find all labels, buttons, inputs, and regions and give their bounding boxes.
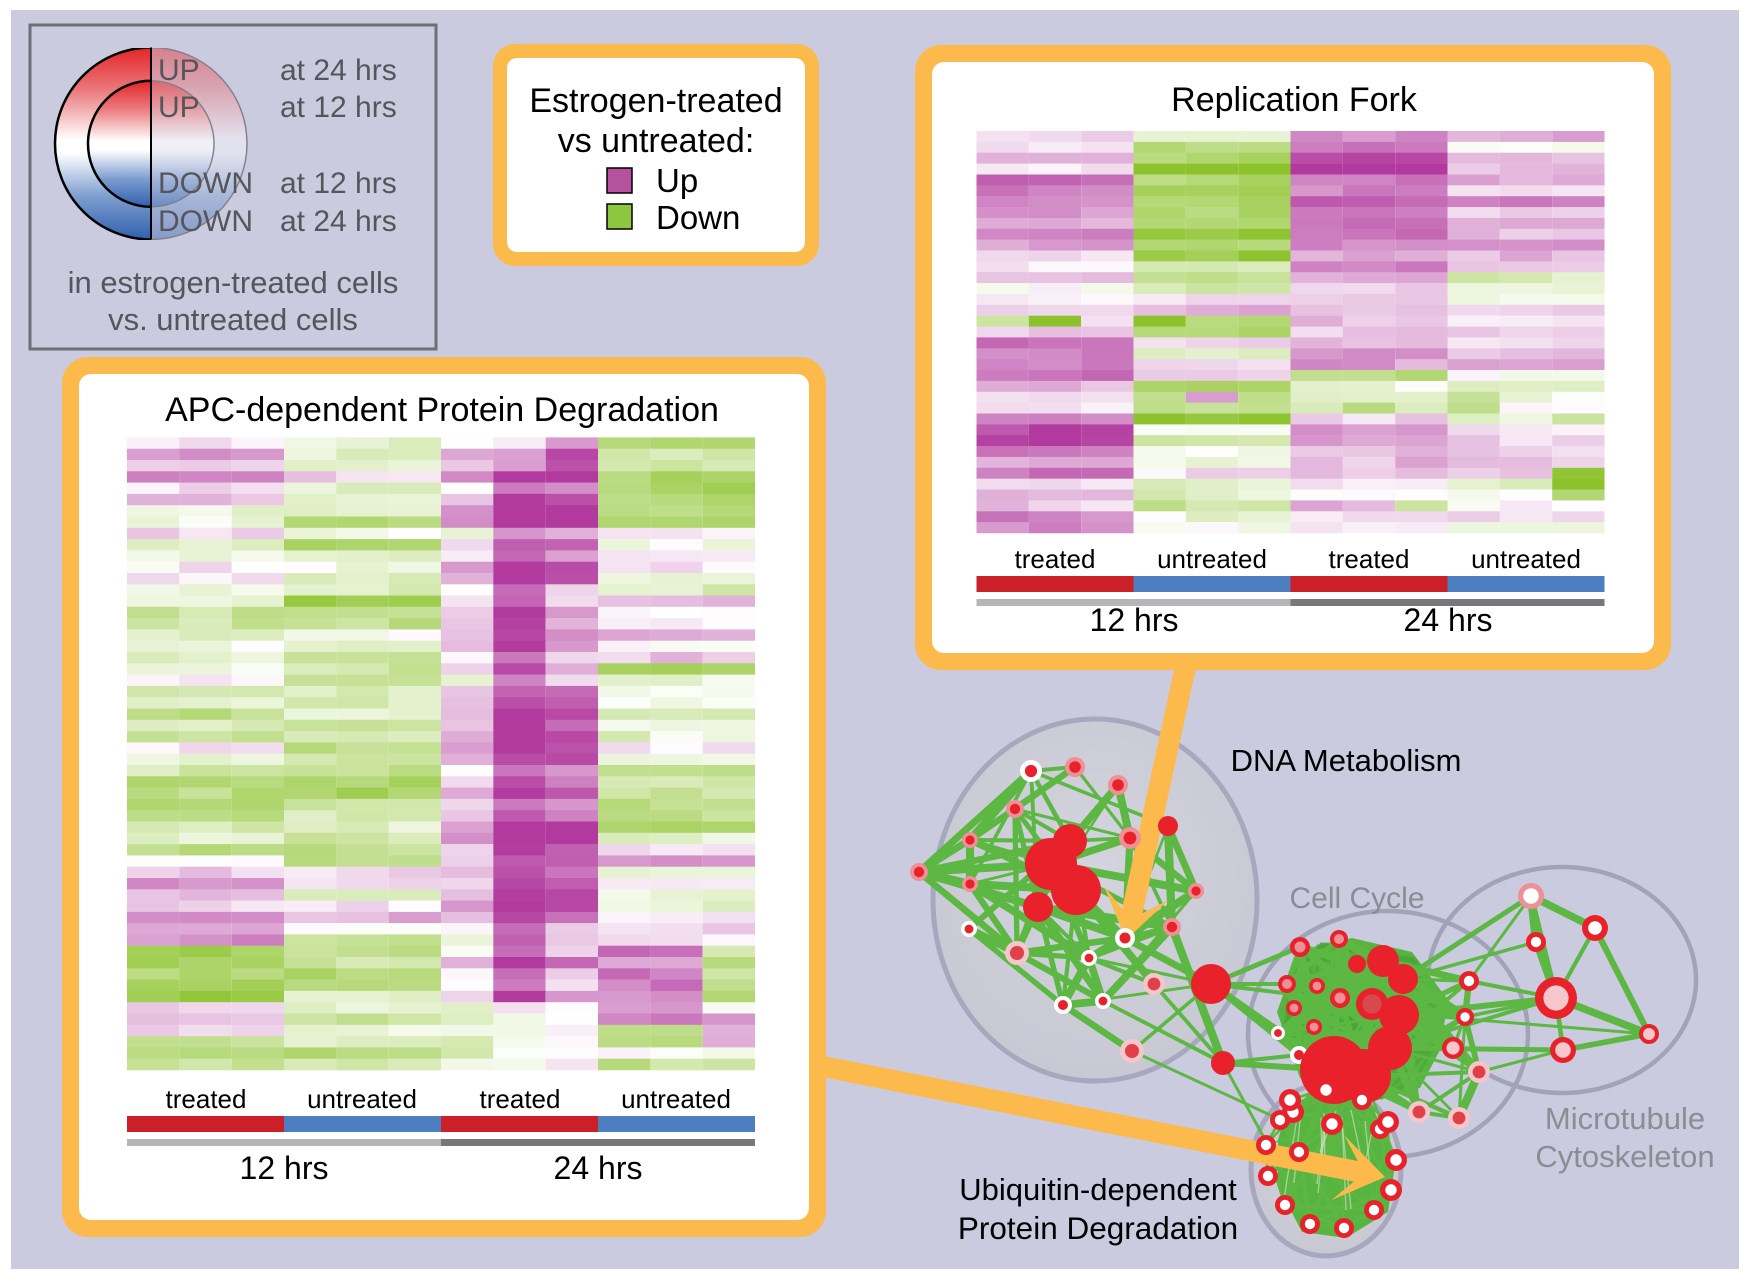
svg-text:Cell Cycle: Cell Cycle [1289,882,1424,915]
svg-text:treated: treated [1015,544,1096,574]
svg-text:DNA Metabolism: DNA Metabolism [1231,743,1462,778]
svg-text:untreated: untreated [1157,544,1267,574]
svg-text:at 24 hrs: at 24 hrs [280,54,397,87]
svg-text:24 hrs: 24 hrs [1404,602,1493,638]
svg-text:Up: Up [656,162,698,199]
svg-text:at 24 hrs: at 24 hrs [280,205,397,238]
svg-text:Cytoskeleton: Cytoskeleton [1535,1139,1714,1174]
svg-text:untreated: untreated [621,1084,731,1114]
svg-text:at 12 hrs: at 12 hrs [280,91,397,124]
svg-text:untreated: untreated [307,1084,417,1114]
svg-text:Microtubule: Microtubule [1545,1101,1705,1136]
svg-text:12 hrs: 12 hrs [1090,602,1179,638]
svg-text:APC-dependent Protein Degradat: APC-dependent Protein Degradation [165,391,719,429]
svg-text:Replication Fork: Replication Fork [1171,81,1418,119]
svg-text:DOWN: DOWN [158,167,253,200]
svg-text:treated: treated [480,1084,561,1114]
svg-text:at 12 hrs: at 12 hrs [280,167,397,200]
svg-text:treated: treated [1329,544,1410,574]
svg-text:24 hrs: 24 hrs [554,1150,643,1186]
svg-text:UP: UP [158,54,200,87]
svg-text:vs untreated:: vs untreated: [558,122,755,160]
svg-text:12 hrs: 12 hrs [240,1150,329,1186]
svg-text:Down: Down [656,199,740,236]
svg-text:Protein Degradation: Protein Degradation [958,1210,1238,1246]
svg-text:treated: treated [166,1084,247,1114]
svg-text:untreated: untreated [1471,544,1581,574]
svg-text:Estrogen-treated: Estrogen-treated [529,82,782,120]
svg-text:DOWN: DOWN [158,205,253,238]
svg-text:in estrogen-treated cells: in estrogen-treated cells [68,265,399,300]
svg-text:UP: UP [158,91,200,124]
svg-text:vs. untreated cells: vs. untreated cells [108,302,358,337]
svg-text:Ubiquitin-dependent: Ubiquitin-dependent [959,1172,1237,1207]
